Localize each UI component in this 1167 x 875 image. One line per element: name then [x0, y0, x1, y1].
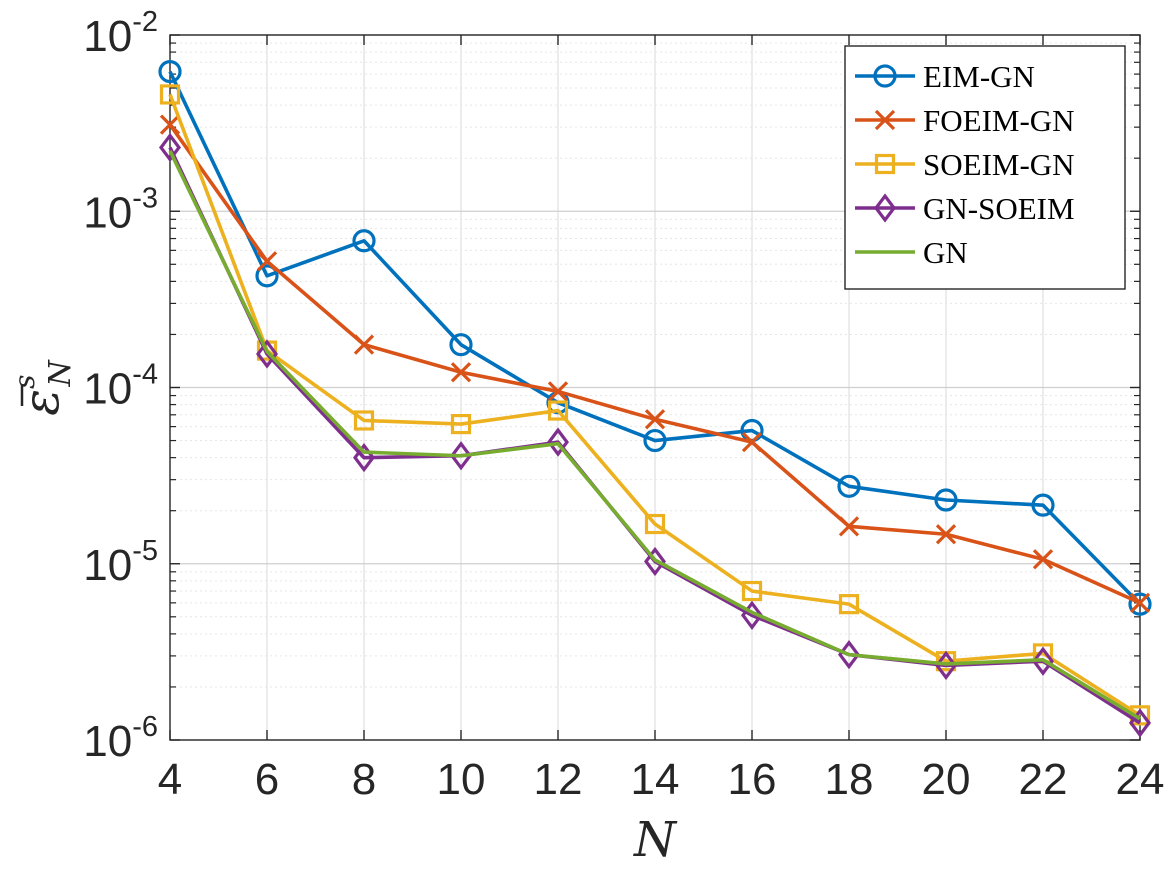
y-axis-label-text: εsN — [8, 359, 78, 416]
data-point — [1032, 549, 1054, 570]
series-eim-gn — [158, 59, 1152, 616]
data-point — [874, 153, 896, 175]
legend: EIM-GN FOEIM-GN SOEIM-GN GN-SOEIM GN — [844, 45, 1126, 290]
data-point — [644, 409, 666, 430]
x-tick-label: 24 — [1116, 755, 1165, 804]
series-line — [168, 150, 1141, 721]
series-line — [168, 70, 1142, 606]
legend-item: SOEIM-GN — [855, 147, 1075, 182]
data-point — [741, 431, 763, 453]
series-line — [168, 93, 1141, 717]
data-point — [256, 251, 278, 272]
data-point — [547, 427, 569, 457]
data-point — [450, 362, 472, 383]
series-gn — [168, 150, 1141, 721]
data-point — [1128, 592, 1152, 616]
axis-labels: N εsN — [8, 359, 678, 868]
data-point — [256, 339, 278, 369]
data-point — [1031, 493, 1055, 517]
data-point — [643, 428, 667, 453]
data-point — [353, 334, 375, 355]
data-point — [838, 594, 860, 615]
data-point — [353, 410, 375, 431]
legend-label: FOEIM-GN — [923, 103, 1075, 138]
data-point — [935, 650, 957, 681]
legend-label: GN — [923, 235, 968, 270]
legend-box — [844, 45, 1126, 290]
series — [158, 59, 1152, 738]
data-point — [352, 229, 376, 253]
data-point — [644, 546, 666, 577]
legend-label: GN-SOEIM — [923, 191, 1075, 226]
y-tick-label: 10-3 — [83, 182, 158, 237]
x-tick-label: 20 — [922, 755, 971, 804]
x-tick-label: 10 — [437, 755, 486, 804]
data-point — [450, 413, 472, 435]
x-tick-label: 14 — [631, 755, 680, 804]
x-axis-label: N — [633, 812, 678, 868]
x-tick-label: 16 — [728, 755, 777, 804]
legend-item: GN — [855, 235, 968, 270]
legend-item: GN-SOEIM — [855, 191, 1075, 226]
x-tick-label: 8 — [352, 755, 376, 804]
data-point — [158, 59, 182, 84]
y-tick-label: 10-4 — [83, 359, 158, 414]
x-tick-label: 22 — [1019, 755, 1068, 804]
legend-item: EIM-GN — [855, 59, 1035, 94]
data-point — [741, 580, 763, 602]
data-point — [873, 64, 897, 88]
series-foeim-gn — [159, 114, 1151, 613]
data-point — [449, 333, 473, 357]
data-point — [874, 193, 896, 223]
x-tick-label: 18 — [825, 755, 874, 804]
data-point — [1129, 592, 1151, 613]
data-point — [255, 264, 279, 288]
data-point — [741, 600, 763, 630]
x-tick-label: 6 — [255, 755, 279, 804]
legend-label: EIM-GN — [923, 59, 1035, 94]
data-point — [838, 516, 860, 537]
y-tick-label: 10-2 — [83, 6, 158, 61]
data-point — [547, 381, 569, 402]
data-point — [1129, 708, 1151, 738]
legend-label: SOEIM-GN — [923, 147, 1075, 182]
data-point — [159, 132, 181, 163]
data-point — [159, 114, 181, 135]
data-point — [159, 84, 181, 105]
data-point — [644, 513, 666, 535]
y-tick-label: 10-6 — [83, 711, 158, 766]
x-tick-label: 4 — [158, 755, 182, 804]
data-point — [935, 524, 957, 545]
ticks: 4 6 8 10 12 14 16 18 20 22 24 10-6 10-5 10-4 10-3 10-2 — [83, 6, 1164, 804]
data-point — [934, 488, 958, 512]
data-point — [1032, 646, 1054, 676]
data-point — [547, 400, 569, 421]
legend-item: FOEIM-GN — [855, 103, 1075, 138]
y-axis-label: εsN — [8, 359, 78, 416]
y-tick-label: 10-5 — [83, 535, 158, 590]
x-tick-label: 12 — [534, 755, 583, 804]
data-point — [874, 109, 896, 131]
data-point — [837, 474, 861, 498]
data-point — [450, 441, 472, 471]
